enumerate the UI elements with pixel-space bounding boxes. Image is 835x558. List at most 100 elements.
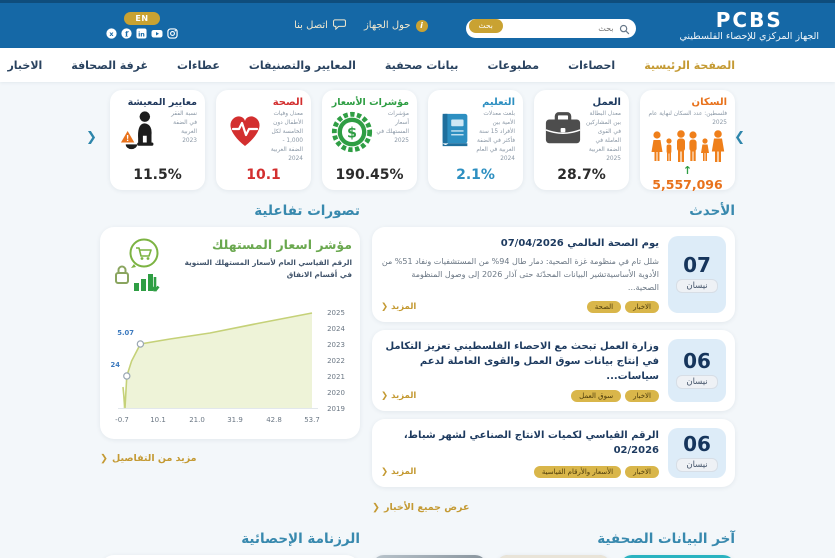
news-month: نيسان — [676, 375, 718, 390]
data-point-2021[interactable] — [123, 372, 131, 380]
search-input[interactable] — [465, 19, 636, 38]
card-value: 11.5% — [133, 167, 182, 183]
card-value: 28.7% — [557, 167, 606, 183]
card-subtitle: نسبة الفقر في الضفة الغربية 2023 — [171, 111, 197, 144]
nav-item-home[interactable]: الصفحة الرئيسية — [644, 58, 735, 72]
news-date-badge: 06 نيسان — [668, 338, 726, 402]
meeting-photo-image — [496, 554, 611, 558]
logo-subtitle: الجهاز المركزي للإحصاء الفلسطيني — [679, 30, 820, 42]
carousel-prev-icon[interactable]: ❮ — [86, 130, 97, 145]
indicator-card-education[interactable]: التعليم بلغت معدلات الأمية بين الأفراد 1… — [428, 90, 523, 190]
svg-text:x: x — [109, 30, 114, 38]
nav-item-standards[interactable]: المعايير والتصنيفات — [248, 58, 356, 72]
calendar-heading: الرزنامة الإحصائية — [241, 530, 360, 547]
news-card[interactable]: 06 نيسان وزارة العمل تبحث مع الاحصاء الف… — [372, 329, 735, 411]
card-value: 190.45% — [335, 167, 404, 183]
svg-text:0.7-: 0.7- — [115, 416, 129, 424]
svg-text:f: f — [125, 30, 129, 39]
chevron-left-icon: ❮ — [381, 390, 389, 401]
view-all-news-link[interactable]: عرض جميع الأخبار ❮ — [372, 501, 470, 513]
instagram-icon[interactable] — [167, 28, 178, 39]
news-title: وزارة العمل تبحث مع الاحصاء الفلسطيني تع… — [385, 340, 659, 382]
nav-item-press-data[interactable]: بيانات صحفية — [384, 58, 459, 72]
press-card[interactable] — [620, 554, 735, 558]
chevron-left-icon: ❮ — [100, 453, 108, 464]
news-tag[interactable]: الاخبار — [625, 300, 659, 313]
nav-item-statistics[interactable]: احصاءات — [568, 58, 616, 72]
card-value: 2.1% — [456, 167, 495, 183]
indicator-card-labour[interactable]: العمل معدل البطالة بين المشاركين في القو… — [534, 90, 629, 190]
cpi-chart-card[interactable]: مؤشر اسعار المستهلك الرقم القياسي العام … — [100, 227, 360, 439]
more-details-link[interactable]: مزيد من التفاصيل ❮ — [100, 453, 197, 464]
card-title: التعليم — [482, 97, 515, 108]
news-more-link[interactable]: المزيد ❮ — [381, 301, 417, 312]
news-tag[interactable]: الاخبار — [625, 465, 659, 478]
youtube-icon[interactable] — [151, 28, 163, 39]
shopping-cart-stats-icon — [108, 237, 166, 299]
nav-item-tenders[interactable]: عطاءات — [177, 58, 220, 72]
svg-text:2022: 2022 — [327, 357, 345, 365]
calendar-card[interactable]: نيسان 2026 أحد اثنين ثلاثاء أربعاء خميس … — [100, 554, 360, 558]
indicator-card-population[interactable]: السكان فلسطين: عدد السكان لنهاية عام 202… — [640, 90, 735, 192]
data-point-2023[interactable] — [136, 340, 145, 348]
poverty-person-icon: ! — [118, 110, 164, 152]
card-subtitle: مؤشرات أسعار المستهلك في 2025 — [376, 111, 409, 144]
trend-up-icon: ↑ — [682, 163, 693, 177]
news-card[interactable]: 06 نيسان الرقم القياسي لكميات الانتاج ال… — [372, 418, 735, 487]
about-bureau-link[interactable]: i حول الجهاز — [364, 19, 428, 32]
search-box: بحث — [465, 16, 636, 38]
news-date-badge: 06 نيسان — [668, 427, 726, 478]
statistical-calendar-section: الرزنامة الإحصائية نيسان 2026 أحد اثنين … — [100, 518, 360, 558]
facebook-icon[interactable]: f — [121, 28, 132, 39]
news-day: 07 — [683, 253, 711, 278]
press-card[interactable] — [496, 554, 611, 558]
svg-text:!: ! — [126, 134, 129, 143]
news-card[interactable]: 07 نيسان يوم الصحة العالمي 07/04/2026 شل… — [372, 227, 735, 322]
pcbs-logo[interactable]: PCBS الجهاز المركزي للإحصاء الفلسطيني — [680, 9, 820, 42]
press-card[interactable] — [372, 554, 487, 558]
latest-heading: الأحدث — [689, 203, 735, 219]
top-header: PCBS الجهاز المركزي للإحصاء الفلسطيني بح… — [0, 0, 835, 48]
x-twitter-icon[interactable]: x — [106, 28, 117, 39]
book-icon — [436, 110, 474, 150]
heart-pulse-icon — [224, 110, 266, 150]
svg-text:10.1: 10.1 — [150, 416, 166, 424]
svg-text:in: in — [138, 30, 145, 38]
linkedin-icon[interactable]: in — [136, 28, 147, 39]
news-title: الرقم القياسي لكميات الانتاج الصناعي لشه… — [403, 429, 659, 456]
card-value: 10.1 — [246, 167, 281, 183]
news-day: 06 — [683, 431, 711, 456]
svg-text:2025: 2025 — [327, 309, 345, 317]
indicator-card-living-standards[interactable]: معايير المعيشة نسبة الفقر في الضفة الغرب… — [110, 90, 205, 190]
cpi-line-chart[interactable]: 1.24 5.07 2025 2024 2023 2022 2021 2020 … — [103, 303, 352, 433]
svg-text:2023: 2023 — [327, 341, 345, 349]
carousel-next-icon[interactable]: ❯ — [734, 130, 745, 145]
news-tag[interactable]: الاخبار — [625, 389, 659, 402]
news-more-link[interactable]: المزيد ❮ — [381, 390, 417, 401]
latest-news-section: الأحدث 07 نيسان يوم الصحة العالمي 07/04/… — [372, 190, 735, 514]
news-more-link[interactable]: المزيد ❮ — [381, 466, 417, 477]
indicator-card-health[interactable]: الصحة معدل وفيات الأطفال دون الخامسة لكل… — [216, 90, 311, 190]
nav-item-news[interactable]: الاخبار — [7, 58, 43, 72]
dollar-badge-icon: $ — [330, 110, 374, 154]
nav-item-press-room[interactable]: غرفة الصحافة — [71, 58, 149, 72]
news-tag[interactable]: الصحة — [586, 300, 622, 313]
news-excerpt: شلل تام في منظومة غزة الصحية: دمار طال 9… — [381, 257, 659, 293]
nav-item-publications[interactable]: مطبوعات — [487, 58, 540, 72]
news-date-badge: 07 نيسان — [668, 236, 726, 313]
card-title: مؤشرات الأسعار — [331, 97, 409, 108]
indicators-carousel: ❮ ❯ السكان فلسطين: عدد السكان لنهاية عام… — [86, 82, 745, 192]
language-toggle-en[interactable]: EN — [124, 12, 160, 25]
health-day-poster-image — [620, 554, 735, 558]
card-value: ↑ 5,557,096 — [652, 163, 723, 192]
search-button[interactable]: بحث — [468, 18, 503, 33]
news-tag[interactable]: سوق العمل — [571, 389, 622, 402]
contact-us-link[interactable]: اتصل بنا — [294, 18, 346, 33]
indicator-card-prices[interactable]: مؤشرات الأسعار مؤشرات أسعار المستهلك في … — [322, 90, 417, 190]
chat-bubble-icon — [332, 18, 346, 33]
chevron-left-icon: ❮ — [381, 466, 389, 477]
news-tag[interactable]: الأسعار والأرقام القياسية — [533, 465, 622, 478]
chart-subtitle: الرقم القياسي العام لأسعار المستهلك السن… — [184, 258, 352, 279]
svg-text:2020: 2020 — [327, 389, 345, 397]
chevron-left-icon: ❮ — [372, 501, 380, 513]
